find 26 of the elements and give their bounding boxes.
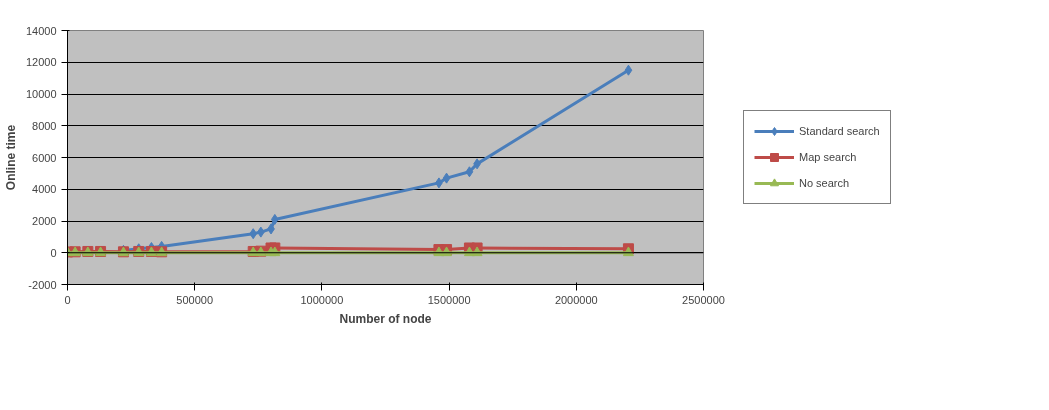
x-tick-label: 1500000	[427, 293, 471, 306]
y-tick-label: 0	[50, 246, 57, 259]
y-tick-label: 10000	[25, 88, 57, 100]
point	[442, 172, 451, 184]
x-tick-label: 1000000	[300, 293, 344, 306]
x-tick-label: 0	[64, 293, 71, 306]
y-tick-label: 8000	[32, 119, 57, 132]
legend-label: No search	[799, 177, 850, 189]
legend-label: Standard search	[799, 125, 880, 137]
y-tick-label: 6000	[32, 151, 57, 164]
legend-label: Map search	[799, 151, 857, 163]
y-axis-title: Online time	[3, 124, 18, 191]
y-tick-label: 2000	[32, 215, 57, 227]
x-tick-label: 2000000	[554, 293, 598, 306]
point	[624, 64, 633, 76]
x-tick-label: 2500000	[682, 293, 725, 306]
point	[249, 228, 258, 240]
x-tick-label: 500000	[176, 293, 214, 306]
x-axis-title: Number of node	[339, 311, 432, 326]
y-tick-label: 4000	[32, 183, 57, 196]
y-tick-label: 12000	[25, 56, 57, 69]
point	[465, 166, 474, 178]
y-tick-label: 14000	[25, 24, 57, 37]
y-tick-label: -2000	[28, 278, 57, 291]
point	[471, 246, 483, 257]
point	[269, 246, 281, 257]
